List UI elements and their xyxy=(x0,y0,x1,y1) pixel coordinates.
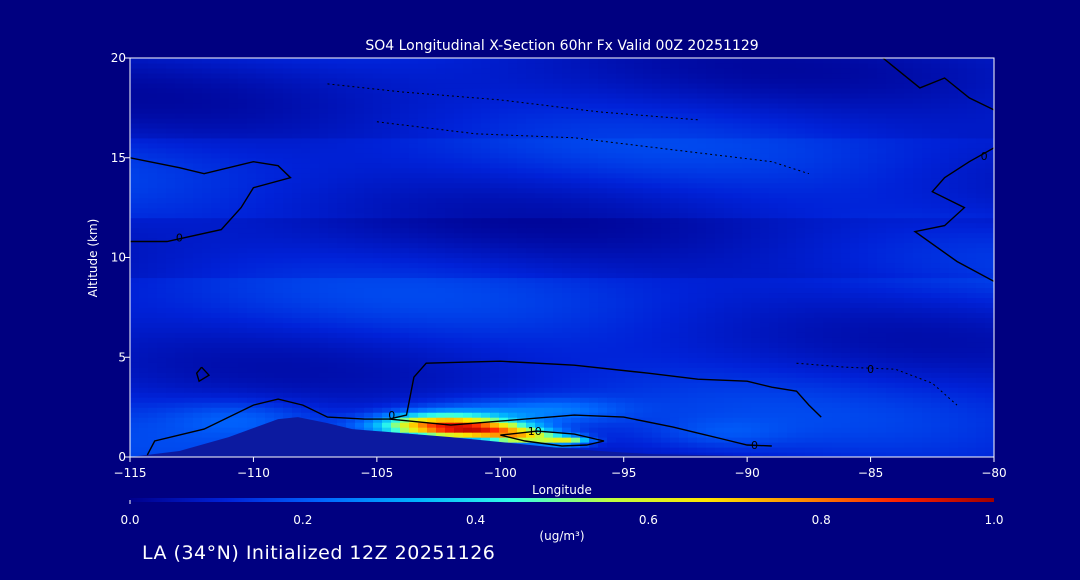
contour-label: 0 xyxy=(751,439,758,452)
y-tick-label: 20 xyxy=(111,51,126,65)
y-tick-label: 15 xyxy=(111,151,126,165)
x-tick-label: −110 xyxy=(237,466,270,480)
colorbar-unit-label: (ug/m³) xyxy=(539,529,584,543)
colorbar-tick-label: 0.4 xyxy=(466,513,485,527)
y-axis: 0 5 10 15 20 xyxy=(111,51,130,464)
contour-label: 0 xyxy=(176,232,183,245)
chart-title: SO4 Longitudinal X-Section 60hr Fx Valid… xyxy=(365,38,758,54)
colorbar-tick-label: 1.0 xyxy=(984,513,1003,527)
contour-label: 0 xyxy=(388,409,395,422)
contour-label: 0 xyxy=(867,363,874,376)
x-axis-label: Longitude xyxy=(532,483,592,497)
x-tick-label: −105 xyxy=(360,466,393,480)
plot-field xyxy=(130,58,995,458)
x-axis: −115 −110 −105 −100 −95 −90 −85 −80 xyxy=(114,457,1007,480)
colorbar-tick-label: 0.2 xyxy=(293,513,312,527)
x-tick-label: −100 xyxy=(484,466,517,480)
y-tick-label: 0 xyxy=(118,450,126,464)
colorbar-tick-label: 0.0 xyxy=(120,513,139,527)
contour-label: 0 xyxy=(981,150,988,163)
contour-label: 10 xyxy=(528,425,542,438)
y-tick-label: 5 xyxy=(118,350,126,364)
x-tick-label: −90 xyxy=(734,466,759,480)
x-tick-label: −115 xyxy=(114,466,147,480)
x-tick-label: −80 xyxy=(981,466,1006,480)
y-tick-label: 10 xyxy=(111,251,126,265)
x-tick-label: −85 xyxy=(858,466,883,480)
colorbar-strip xyxy=(130,498,994,502)
init-info-label: LA (34°N) Initialized 12Z 20251126 xyxy=(142,542,495,564)
colorbar-tick-label: 0.8 xyxy=(812,513,831,527)
x-tick-label: −95 xyxy=(611,466,636,480)
colorbar-tick-label: 0.6 xyxy=(639,513,658,527)
colorbar: 0.0 0.2 0.4 0.6 0.8 1.0 xyxy=(120,498,1003,527)
y-axis-label: Altitude (km) xyxy=(86,219,100,298)
